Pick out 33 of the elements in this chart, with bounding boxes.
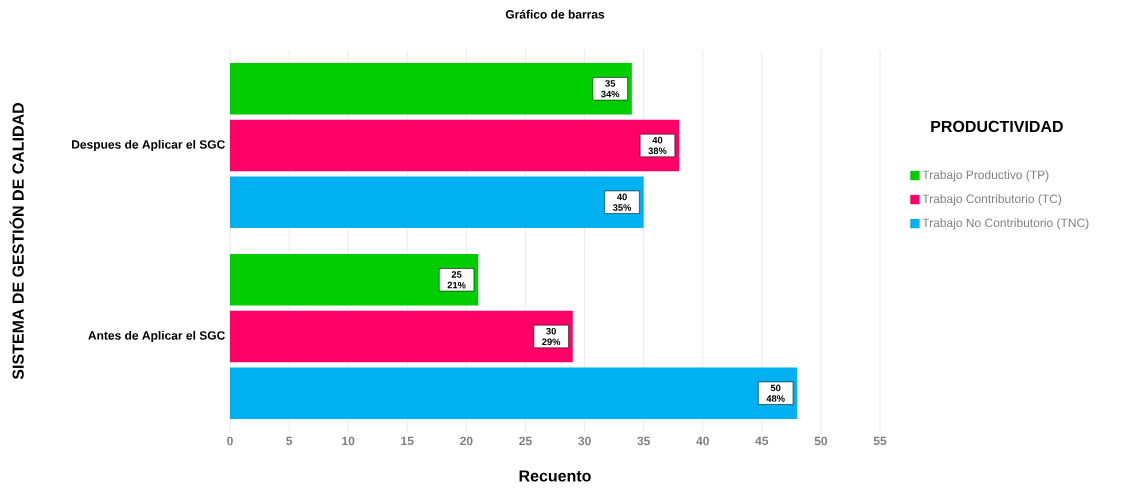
x-tick-label: 45 [755, 436, 769, 446]
x-tick-label: 40 [696, 436, 709, 446]
bar [230, 62, 632, 115]
bar [230, 176, 644, 229]
x-axis-title: Recuento [519, 470, 591, 482]
x-tick-label: 10 [342, 436, 355, 446]
data-label: 50 48% [766, 384, 785, 402]
legend-label: Trabajo No Contributorio (TNC) [922, 218, 1089, 230]
legend-title: PRODUCTIVIDAD [931, 120, 1063, 133]
x-tick-label: 25 [519, 436, 532, 446]
legend-label: Trabajo Productivo (TP) [922, 170, 1049, 182]
data-label: 40 35% [612, 193, 632, 211]
bar [230, 253, 479, 306]
bar [230, 310, 573, 363]
x-tick-label: 30 [578, 436, 591, 446]
x-tick-label: 50 [814, 436, 828, 446]
x-tick-label: 55 [873, 436, 887, 446]
bar [230, 119, 680, 172]
bar [230, 367, 798, 420]
y-tick-label: Despues de Aplicar el SGC [72, 139, 225, 152]
y-tick-label: Antes de Aplicar el SGC [88, 330, 225, 343]
data-label: 40 38% [648, 136, 667, 155]
y-axis-title: SISTEMA DE GESTIÓN DE CALIDAD [9, 103, 24, 380]
x-tick-label: 35 [637, 436, 650, 446]
x-tick-label: 0 [227, 436, 233, 446]
data-label: 25 21% [447, 271, 466, 289]
data-label: 35 34% [601, 80, 620, 98]
chart-title: Gráfico de barras [505, 9, 605, 19]
x-tick-label: 20 [460, 436, 473, 446]
legend-label: Trabajo Contributorio (TC) [922, 194, 1062, 206]
x-tick-label: 5 [286, 436, 293, 446]
x-tick-label: 15 [401, 436, 414, 446]
data-label: 30 29% [542, 327, 561, 346]
